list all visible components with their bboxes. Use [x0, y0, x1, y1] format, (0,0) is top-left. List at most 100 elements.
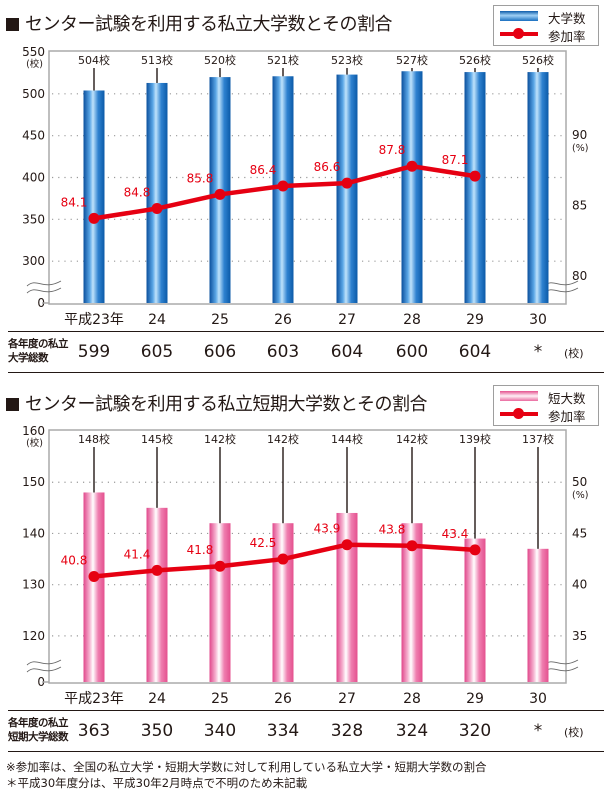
table-cell: *	[533, 721, 543, 741]
left-tick-label: 0	[37, 296, 45, 310]
rate-label: 86.6	[314, 160, 341, 174]
category-label: 24	[148, 312, 166, 325]
table-cell: 605	[140, 342, 174, 362]
table-cell: 340	[203, 721, 237, 741]
bar-value-label: 137校	[522, 432, 554, 446]
left-tick-label: 400	[22, 171, 45, 185]
plot-frame	[48, 50, 567, 305]
table-cell: 600	[395, 342, 429, 362]
bar-value-label: 520校	[204, 53, 236, 67]
left-tick-label: 130	[22, 578, 45, 592]
chart1-title: センター試験を利用する私立大学数とその割合	[6, 10, 392, 36]
rate-point	[406, 540, 418, 552]
table-cell: 328	[330, 721, 364, 741]
right-tick-label: 90	[572, 128, 587, 142]
table-cell: 604	[458, 342, 492, 362]
chart1-plot: 0 300 350 400 450 500 550(校) 80 85 90(%) 504校 513校 5…	[22, 45, 588, 325]
table-cell: 603	[266, 342, 300, 362]
category-label: 26	[274, 691, 292, 707]
axis-break-icon	[26, 659, 62, 666]
right-tick-label: 50	[572, 475, 587, 489]
left-tick-label: 450	[22, 129, 45, 143]
rate-point	[341, 539, 353, 551]
rate-point	[88, 212, 100, 224]
footnote-rate: ※参加率は、全国の私立大学・短期大学数に対して利用している私立大学・短期大学数の…	[6, 760, 487, 774]
rate-label: 43.8	[379, 523, 406, 537]
bar-value-label: 523校	[331, 53, 363, 67]
left-tick-label: 300	[22, 254, 45, 268]
title-square-icon	[6, 398, 19, 411]
chart1-legend: 大学数 参加率	[493, 5, 599, 46]
bar	[209, 523, 231, 682]
right-axis-unit: (%)	[572, 490, 588, 501]
category-label: 26	[274, 312, 292, 325]
table-cell: 320	[458, 721, 492, 741]
right-tick-label: 80	[572, 269, 587, 283]
table-cell: 324	[395, 721, 429, 741]
table-unit: (校)	[564, 347, 584, 360]
bar-value-label: 142校	[267, 432, 299, 446]
bar	[83, 492, 105, 682]
rate-label: 87.8	[379, 143, 406, 157]
table-cell: 604	[330, 342, 364, 362]
bar-value-label: 144校	[331, 432, 363, 446]
category-label: 25	[211, 691, 229, 707]
bar-value-label: 139校	[459, 432, 491, 446]
table-cell: 350	[140, 721, 174, 741]
bar-value-label: 148校	[78, 432, 110, 446]
chart2-legend: 短大数 参加率	[493, 385, 599, 426]
rate-point	[277, 180, 289, 192]
right-tick-label: 40	[572, 578, 587, 592]
left-tick-label: 0	[37, 675, 45, 689]
rate-point	[214, 560, 226, 572]
bar-value-label: 526校	[459, 53, 491, 67]
rate-point	[88, 570, 100, 582]
bar-value-label: 521校	[267, 53, 299, 67]
table-unit: (校)	[564, 726, 584, 739]
chart2-title: センター試験を利用する私立短期大学数とその割合	[6, 390, 427, 416]
table-cell: 334	[266, 721, 300, 741]
bar	[83, 90, 105, 303]
table-cell: 599	[77, 342, 111, 362]
table-cell: 606	[203, 342, 237, 362]
rate-label: 86.4	[250, 163, 277, 177]
category-label: 29	[466, 312, 484, 325]
rate-point	[469, 544, 481, 556]
bar	[336, 74, 358, 303]
bar	[464, 538, 486, 682]
right-tick-label: 35	[572, 629, 587, 643]
bar	[464, 72, 486, 303]
bar	[401, 71, 423, 303]
title-square-icon	[6, 18, 19, 31]
category-label: 28	[403, 312, 421, 325]
red-dot-swatch-icon	[513, 28, 524, 39]
bar	[272, 523, 294, 682]
bar-value-label: 142校	[396, 432, 428, 446]
rate-label: 42.5	[250, 536, 277, 550]
chart1-total-table: 各年度の私立 大学総数 599 605 606 603 604 600 604 * (校)	[8, 331, 604, 373]
rate-label: 85.8	[187, 171, 214, 185]
rate-point	[151, 564, 163, 576]
bar-value-label: 527校	[396, 53, 428, 67]
axis-break-icon	[543, 659, 579, 666]
category-label: 平成23年	[64, 691, 124, 707]
table-cell: 363	[77, 721, 111, 741]
left-tick-label: 550	[22, 45, 45, 59]
rate-label: 43.4	[442, 527, 469, 541]
right-tick-label: 85	[572, 199, 587, 213]
rate-point	[277, 553, 289, 565]
left-tick-label: 150	[22, 475, 45, 489]
category-label: 30	[529, 312, 547, 325]
bar	[146, 507, 168, 682]
rate-label: 84.8	[124, 186, 151, 200]
bar	[146, 82, 168, 303]
bar	[401, 523, 423, 682]
axis-break-icon	[26, 666, 62, 673]
right-tick-label: 45	[572, 526, 587, 540]
chart2-plot: 0 120 130 140 150 160(校) 35 40 45 50(%) 148校 145校 14…	[22, 424, 588, 707]
rate-point	[469, 170, 481, 182]
axis-break-icon	[26, 280, 62, 287]
pink-bar-swatch-icon	[500, 391, 538, 401]
left-tick-label: 500	[22, 87, 45, 101]
red-dot-swatch-icon	[513, 408, 524, 419]
